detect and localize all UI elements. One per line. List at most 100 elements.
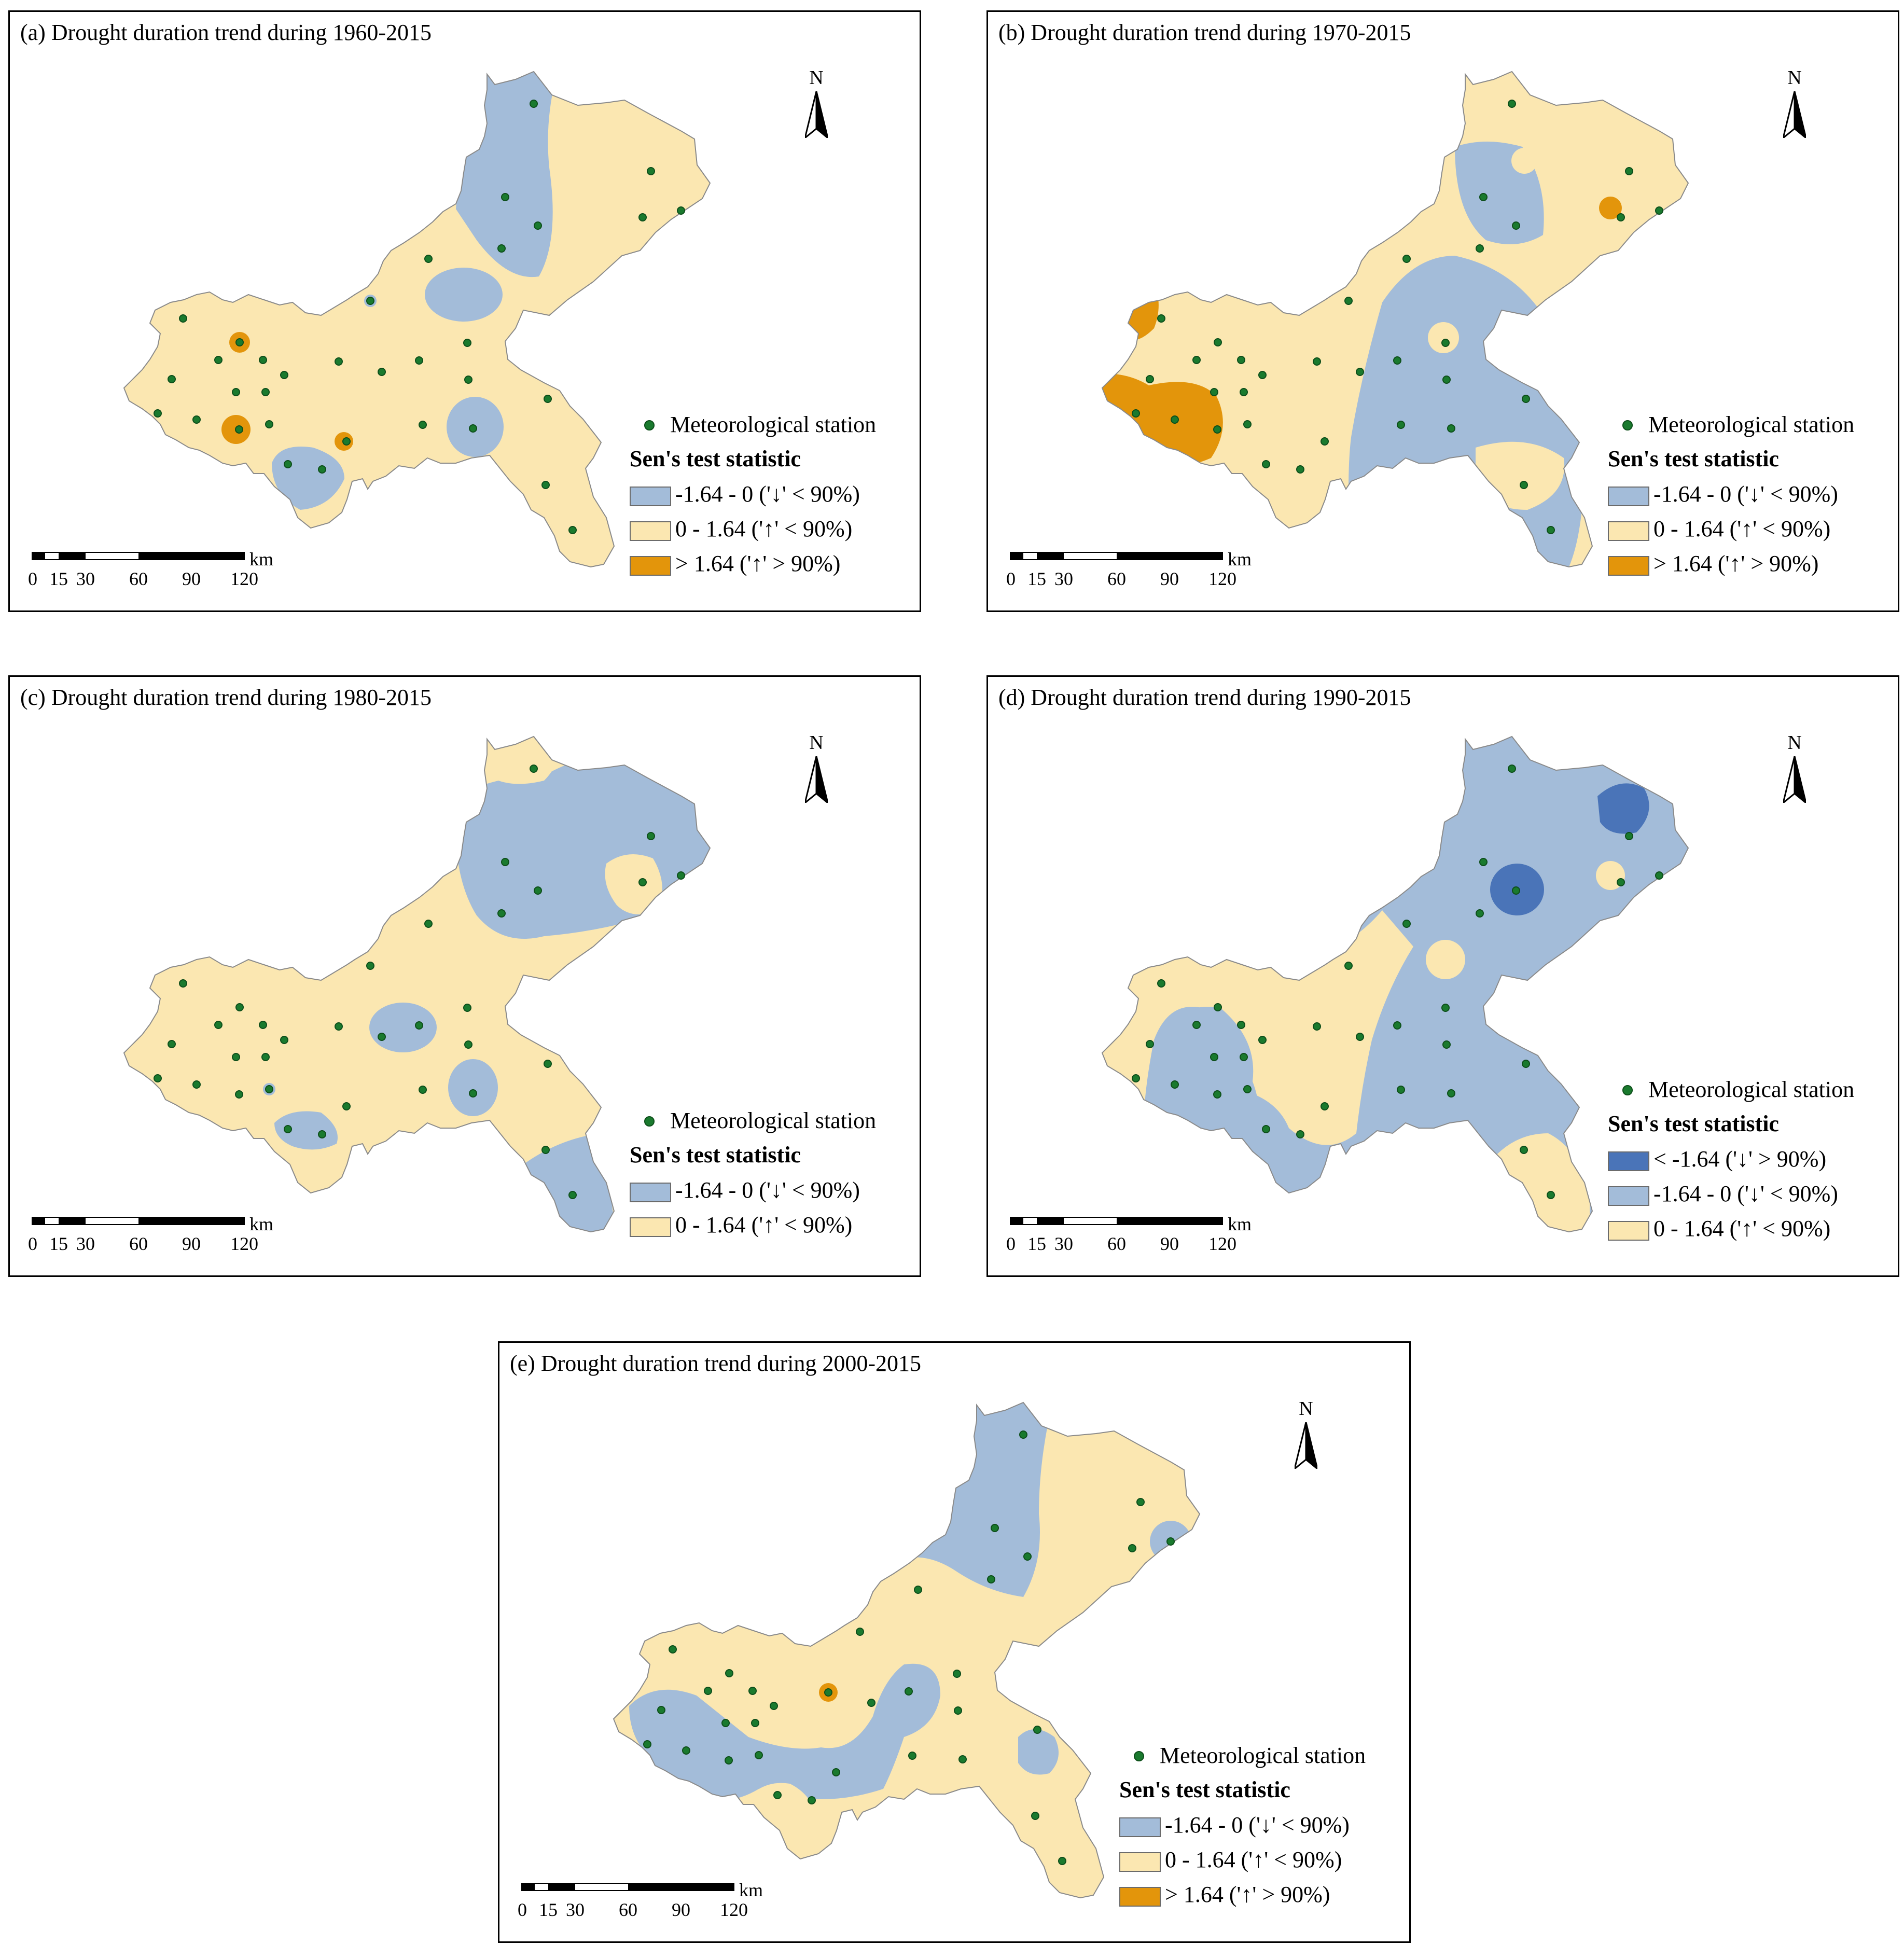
legend-swatch — [1119, 1852, 1161, 1872]
legend-swatch — [630, 486, 671, 506]
scale-unit: km — [1228, 549, 1252, 569]
scale-tick: 30 — [76, 568, 95, 589]
legend-station: Meteorological station — [1608, 1076, 1854, 1103]
north-arrow: N — [1774, 731, 1815, 809]
scale-tick: 120 — [1208, 1233, 1236, 1254]
north-label: N — [809, 732, 824, 754]
legend-item: > 1.64 ('↑' > 90%) — [1119, 1881, 1330, 1907]
map-panel-d: (d) Drought duration trend during 1990-2… — [986, 675, 1899, 1277]
scale-tick: 120 — [230, 568, 258, 589]
scale-tick: 15 — [1027, 1233, 1046, 1254]
trend-zone-decrease — [448, 1059, 498, 1116]
scale-tick: 15 — [49, 1233, 68, 1254]
legend-swatch — [1119, 1886, 1161, 1907]
scale-tick: 90 — [672, 1899, 690, 1920]
legend-item: < -1.64 ('↓' > 90%) — [1608, 1146, 1826, 1172]
north-label: N — [1299, 1398, 1313, 1420]
scale-unit: km — [249, 1214, 274, 1234]
north-label: N — [1787, 732, 1802, 754]
trend-zone-increase — [1428, 322, 1459, 353]
legend-item: 0 - 1.64 ('↑' < 90%) — [1608, 516, 1830, 541]
scale-tick: 0 — [28, 1233, 37, 1254]
legend-swatch — [1608, 1220, 1649, 1241]
scale-tick: 30 — [566, 1899, 585, 1920]
scale-tick: 60 — [129, 568, 148, 589]
north-label: N — [1787, 67, 1802, 89]
trend-zone-increase — [124, 72, 710, 567]
scale-tick: 120 — [720, 1899, 748, 1920]
map-area — [613, 1402, 1200, 1898]
scale-tick: 90 — [1160, 568, 1179, 589]
legend-swatch — [1608, 486, 1649, 506]
legend-swatch — [630, 521, 671, 541]
scale-tick: 60 — [1107, 1233, 1126, 1254]
legend-station: Meteorological station — [630, 411, 876, 438]
legend-item: > 1.64 ('↑' > 90%) — [1608, 550, 1818, 576]
north-arrow: N — [1285, 1397, 1327, 1475]
legend-swatch — [630, 555, 671, 576]
map-panel-e: (e) Drought duration trend during 2000-2… — [498, 1341, 1411, 1943]
map-area — [123, 71, 711, 567]
legend-swatch — [1608, 555, 1649, 576]
scale-unit: km — [739, 1880, 763, 1900]
north-arrow: N — [1774, 66, 1815, 144]
scale-tick: 120 — [230, 1233, 258, 1254]
trend-zone-decrease — [455, 754, 710, 939]
panel-title: (d) Drought duration trend during 1990-2… — [998, 685, 1411, 710]
scale-tick: 60 — [619, 1899, 637, 1920]
legend-swatch — [630, 1217, 671, 1237]
station-icon — [1134, 1751, 1144, 1761]
panel-title: (a) Drought duration trend during 1960-2… — [20, 20, 432, 45]
map-area — [1102, 736, 1689, 1232]
north-label: N — [809, 67, 824, 89]
scale-tick: 0 — [518, 1899, 527, 1920]
station-icon — [1622, 1085, 1633, 1095]
scale-tick: 30 — [1054, 1233, 1073, 1254]
scale-tick: 90 — [182, 568, 201, 589]
scale-tick: 30 — [1054, 568, 1073, 589]
station-icon — [644, 420, 655, 430]
panel-title: (e) Drought duration trend during 2000-2… — [510, 1351, 922, 1376]
legend-swatch — [1608, 521, 1649, 541]
legend-heading: Sen's test statistic — [630, 446, 801, 471]
legend-item: -1.64 - 0 ('↓' < 90%) — [1119, 1812, 1350, 1838]
legend-item: -1.64 - 0 ('↓' < 90%) — [630, 481, 860, 507]
legend-swatch — [630, 1182, 671, 1202]
scale-tick: 120 — [1208, 568, 1236, 589]
scale-bar: km 0 15 30 60 90 120 — [1006, 549, 1259, 598]
legend-item: 0 - 1.64 ('↑' < 90%) — [1119, 1846, 1342, 1872]
scale-tick: 15 — [49, 568, 68, 589]
legend-heading: Sen's test statistic — [1608, 1111, 1779, 1136]
legend-heading: Sen's test statistic — [1119, 1777, 1290, 1802]
scale-bar: km 0 15 30 60 90 120 — [28, 1214, 281, 1263]
trend-zone-strong-increase — [1599, 197, 1622, 219]
trend-zone-decrease — [1018, 1729, 1059, 1775]
scale-tick: 90 — [182, 1233, 201, 1254]
legend-item: 0 - 1.64 ('↑' < 90%) — [1608, 1215, 1830, 1241]
legend-swatch — [1608, 1151, 1649, 1171]
trend-zone-increase — [1511, 148, 1537, 174]
scale-bar: km 0 15 30 60 90 120 — [1006, 1214, 1259, 1263]
trend-zone-decrease — [629, 1663, 940, 1801]
scale-tick: 30 — [76, 1233, 95, 1254]
legend-station: Meteorological station — [1608, 411, 1854, 438]
legend-swatch — [1608, 1186, 1649, 1206]
legend-item: -1.64 - 0 ('↓' < 90%) — [1608, 1180, 1838, 1206]
trend-zone-decrease — [1349, 256, 1585, 567]
scale-unit: km — [1228, 1214, 1252, 1234]
scale-bar: km 0 15 30 60 90 120 — [518, 1880, 770, 1929]
legend-item: > 1.64 ('↑' > 90%) — [630, 550, 840, 576]
scale-tick: 90 — [1160, 1233, 1179, 1254]
scale-tick: 15 — [1027, 568, 1046, 589]
trend-zone-increase — [614, 1402, 1200, 1898]
legend-item: -1.64 - 0 ('↓' < 90%) — [630, 1177, 860, 1203]
trend-zone-decrease — [369, 1003, 437, 1052]
trend-zone-decrease — [425, 268, 503, 322]
scale-tick: 0 — [1006, 568, 1016, 589]
trend-zone-strong-increase — [1102, 373, 1223, 466]
map-panel-a: (a) Drought duration trend during 1960-2… — [8, 10, 921, 612]
panel-title: (b) Drought duration trend during 1970-2… — [998, 20, 1411, 45]
trend-zone-increase — [605, 854, 662, 914]
map-panel-c: (c) Drought duration trend during 1980-2… — [8, 675, 921, 1277]
scale-tick: 15 — [539, 1899, 558, 1920]
